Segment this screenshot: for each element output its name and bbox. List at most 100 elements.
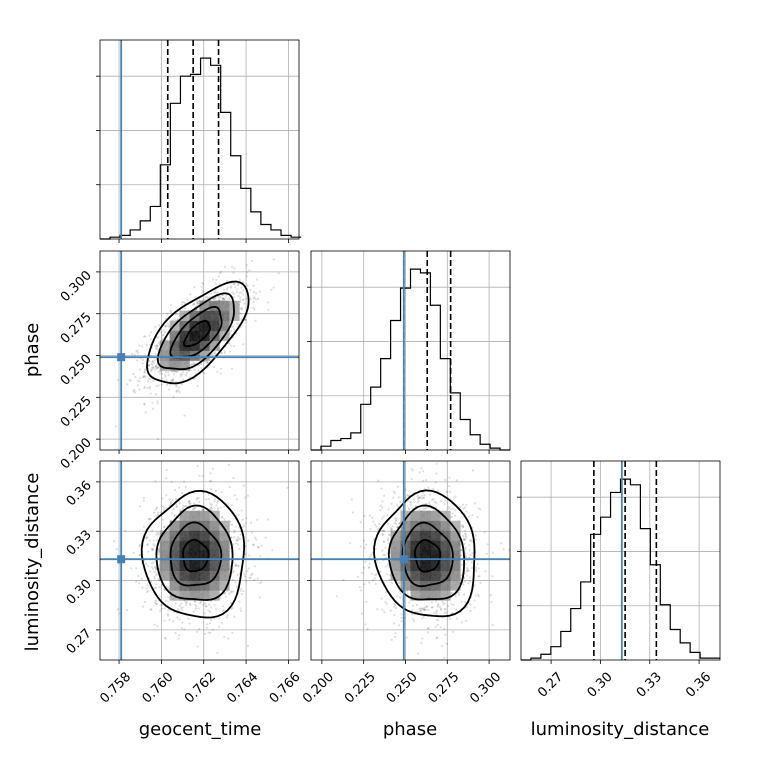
scatter-phase-vs-luminosity-distance-point [422, 608, 425, 612]
scatter-phase-vs-luminosity-distance-point [421, 617, 424, 620]
scatter-geocent-time-vs-luminosity-distance-point [198, 628, 201, 631]
scatter-geocent-time-vs-phase-point [160, 331, 163, 334]
scatter-geocent-time-vs-luminosity-distance-point [189, 602, 192, 606]
scatter-phase-vs-luminosity-distance-point [439, 608, 442, 611]
scatter-phase-vs-luminosity-distance-point [410, 467, 413, 470]
scatter-phase-vs-luminosity-distance-point [462, 535, 465, 538]
scatter-geocent-time-vs-luminosity-distance-point [197, 607, 200, 610]
scatter-geocent-time-vs-luminosity-distance-point [220, 491, 223, 494]
scatter-phase-vs-luminosity-distance-point [395, 503, 399, 506]
hist-luminosity-distance-background [521, 461, 720, 660]
scatter-phase-vs-luminosity-distance-point [381, 500, 384, 503]
scatter-geocent-time-vs-luminosity-distance-point [192, 507, 195, 510]
scatter-phase-vs-luminosity-distance-density-cell [410, 560, 421, 571]
scatter-geocent-time-vs-phase-point [266, 301, 269, 304]
scatter-geocent-time-vs-phase-point [252, 284, 255, 287]
scatter-geocent-time-vs-luminosity-distance-point [146, 564, 150, 567]
scatter-geocent-time-vs-luminosity-distance-point [207, 493, 210, 496]
scatter-geocent-time-vs-phase-point [230, 367, 234, 370]
scatter-geocent-time-vs-phase-point [240, 286, 243, 289]
scatter-phase-vs-luminosity-distance-point [386, 514, 389, 517]
scatter-geocent-time-vs-luminosity-distance-point [154, 567, 158, 570]
scatter-phase-vs-luminosity-distance-point [445, 491, 448, 494]
scatter-geocent-time-vs-luminosity-distance-point [149, 539, 152, 542]
scatter-geocent-time-vs-luminosity-distance-density-cell [179, 550, 190, 561]
scatter-geocent-time-vs-phase-point [223, 288, 226, 291]
scatter-geocent-time-vs-luminosity-distance-point [135, 580, 138, 583]
scatter-geocent-time-vs-luminosity-distance-point [246, 570, 249, 573]
scatter-geocent-time-vs-luminosity-distance-point [214, 489, 217, 492]
scatter-phase-vs-luminosity-distance-point [423, 507, 427, 510]
scatter-geocent-time-vs-phase-point [254, 319, 257, 322]
scatter-geocent-time-vs-phase-point [151, 360, 154, 363]
scatter-phase-vs-luminosity-distance-point [381, 549, 384, 552]
scatter-geocent-time-vs-luminosity-distance-point [183, 505, 186, 508]
scatter-geocent-time-vs-phase-point [194, 296, 197, 299]
scatter-phase-vs-luminosity-distance-point [360, 571, 364, 575]
scatter-geocent-time-vs-phase-point [213, 366, 216, 369]
scatter-geocent-time-vs-phase-point [163, 331, 166, 334]
scatter-phase-vs-luminosity-distance-point [393, 602, 396, 605]
scatter-phase-vs-luminosity-distance-point [394, 603, 397, 607]
scatter-geocent-time-vs-phase-point [214, 298, 217, 301]
scatter-geocent-time-vs-phase-point [252, 306, 255, 309]
scatter-phase-vs-luminosity-distance-point [363, 515, 366, 518]
scatter-geocent-time-vs-luminosity-distance-point [234, 542, 237, 545]
scatter-geocent-time-vs-phase-point [253, 296, 256, 299]
scatter-geocent-time-vs-luminosity-distance-point [238, 547, 241, 551]
scatter-phase-vs-luminosity-distance-truth-marker [399, 555, 408, 564]
scatter-geocent-time-vs-phase-point [241, 308, 244, 311]
scatter-geocent-time-vs-luminosity-distance-point [210, 505, 213, 508]
scatter-phase-vs-luminosity-distance-point [447, 604, 450, 608]
scatter-geocent-time-vs-phase-point [150, 362, 153, 366]
scatter-geocent-time-vs-phase-point [193, 302, 196, 306]
scatter-phase-vs-luminosity-distance-point [423, 606, 426, 609]
scatter-geocent-time-vs-phase-point [154, 344, 157, 347]
scatter-geocent-time-vs-luminosity-distance-point [252, 543, 255, 546]
scatter-geocent-time-vs-luminosity-distance-point [209, 472, 212, 475]
scatter-phase-vs-luminosity-distance-point [384, 601, 387, 604]
scatter-phase-vs-luminosity-distance-point [435, 612, 438, 615]
scatter-phase-vs-luminosity-distance-density-cell [440, 570, 451, 581]
scatter-phase-vs-luminosity-distance-point [369, 556, 372, 559]
scatter-geocent-time-vs-luminosity-distance-point [142, 605, 145, 608]
scatter-phase-vs-luminosity-distance-point [466, 569, 469, 573]
scatter-geocent-time-vs-luminosity-distance-point [189, 603, 192, 606]
scatter-geocent-time-vs-luminosity-distance-point [230, 504, 233, 507]
scatter-geocent-time-vs-luminosity-distance-point [180, 626, 183, 630]
scatter-geocent-time-vs-phase-point [152, 366, 155, 369]
scatter-geocent-time-vs-luminosity-distance-point [145, 536, 148, 539]
scatter-geocent-time-vs-phase-point [132, 390, 135, 393]
scatter-phase-vs-luminosity-distance-point [420, 497, 423, 500]
scatter-phase-vs-luminosity-distance-point [394, 519, 398, 522]
scatter-phase-vs-luminosity-distance-point [401, 595, 404, 598]
scatter-geocent-time-vs-phase-point [144, 375, 147, 378]
scatter-geocent-time-vs-luminosity-distance-point [149, 570, 152, 573]
scatter-phase-vs-luminosity-distance-point [464, 546, 467, 549]
scatter-phase-vs-luminosity-distance-point [362, 539, 366, 542]
scatter-phase-vs-luminosity-distance-point [411, 608, 414, 612]
scatter-geocent-time-vs-phase-point [185, 373, 188, 377]
scatter-geocent-time-vs-luminosity-distance-point [170, 480, 173, 483]
scatter-geocent-time-vs-phase-point [215, 292, 218, 295]
scatter-geocent-time-vs-luminosity-distance-point [255, 538, 258, 541]
scatter-geocent-time-vs-luminosity-distance-point [229, 591, 233, 594]
scatter-geocent-time-vs-luminosity-distance-point [156, 513, 159, 517]
scatter-phase-vs-luminosity-distance-point [399, 596, 402, 599]
scatter-geocent-time-vs-luminosity-distance-density-cell [169, 540, 180, 551]
scatter-geocent-time-vs-luminosity-distance-point [210, 606, 213, 609]
scatter-geocent-time-vs-luminosity-distance-point [124, 530, 127, 533]
scatter-phase-vs-luminosity-distance-density-cell [450, 560, 461, 571]
scatter-phase-vs-luminosity-distance-point [468, 515, 471, 518]
scatter-geocent-time-vs-luminosity-distance-point [250, 531, 254, 534]
scatter-geocent-time-vs-luminosity-distance-density-cell [219, 550, 230, 561]
scatter-geocent-time-vs-phase-density-cell [199, 320, 210, 331]
scatter-geocent-time-vs-luminosity-distance-point [184, 504, 188, 508]
scatter-geocent-time-vs-luminosity-distance-point [143, 525, 146, 528]
scatter-geocent-time-vs-luminosity-distance-density-cell [189, 540, 200, 551]
scatter-geocent-time-vs-luminosity-distance-density-cell [189, 590, 200, 601]
scatter-phase-vs-luminosity-distance-point [365, 543, 368, 546]
scatter-geocent-time-vs-luminosity-distance-point [193, 600, 196, 603]
scatter-geocent-time-vs-luminosity-distance-density-cell [199, 510, 210, 521]
scatter-geocent-time-vs-phase-point [206, 361, 209, 364]
